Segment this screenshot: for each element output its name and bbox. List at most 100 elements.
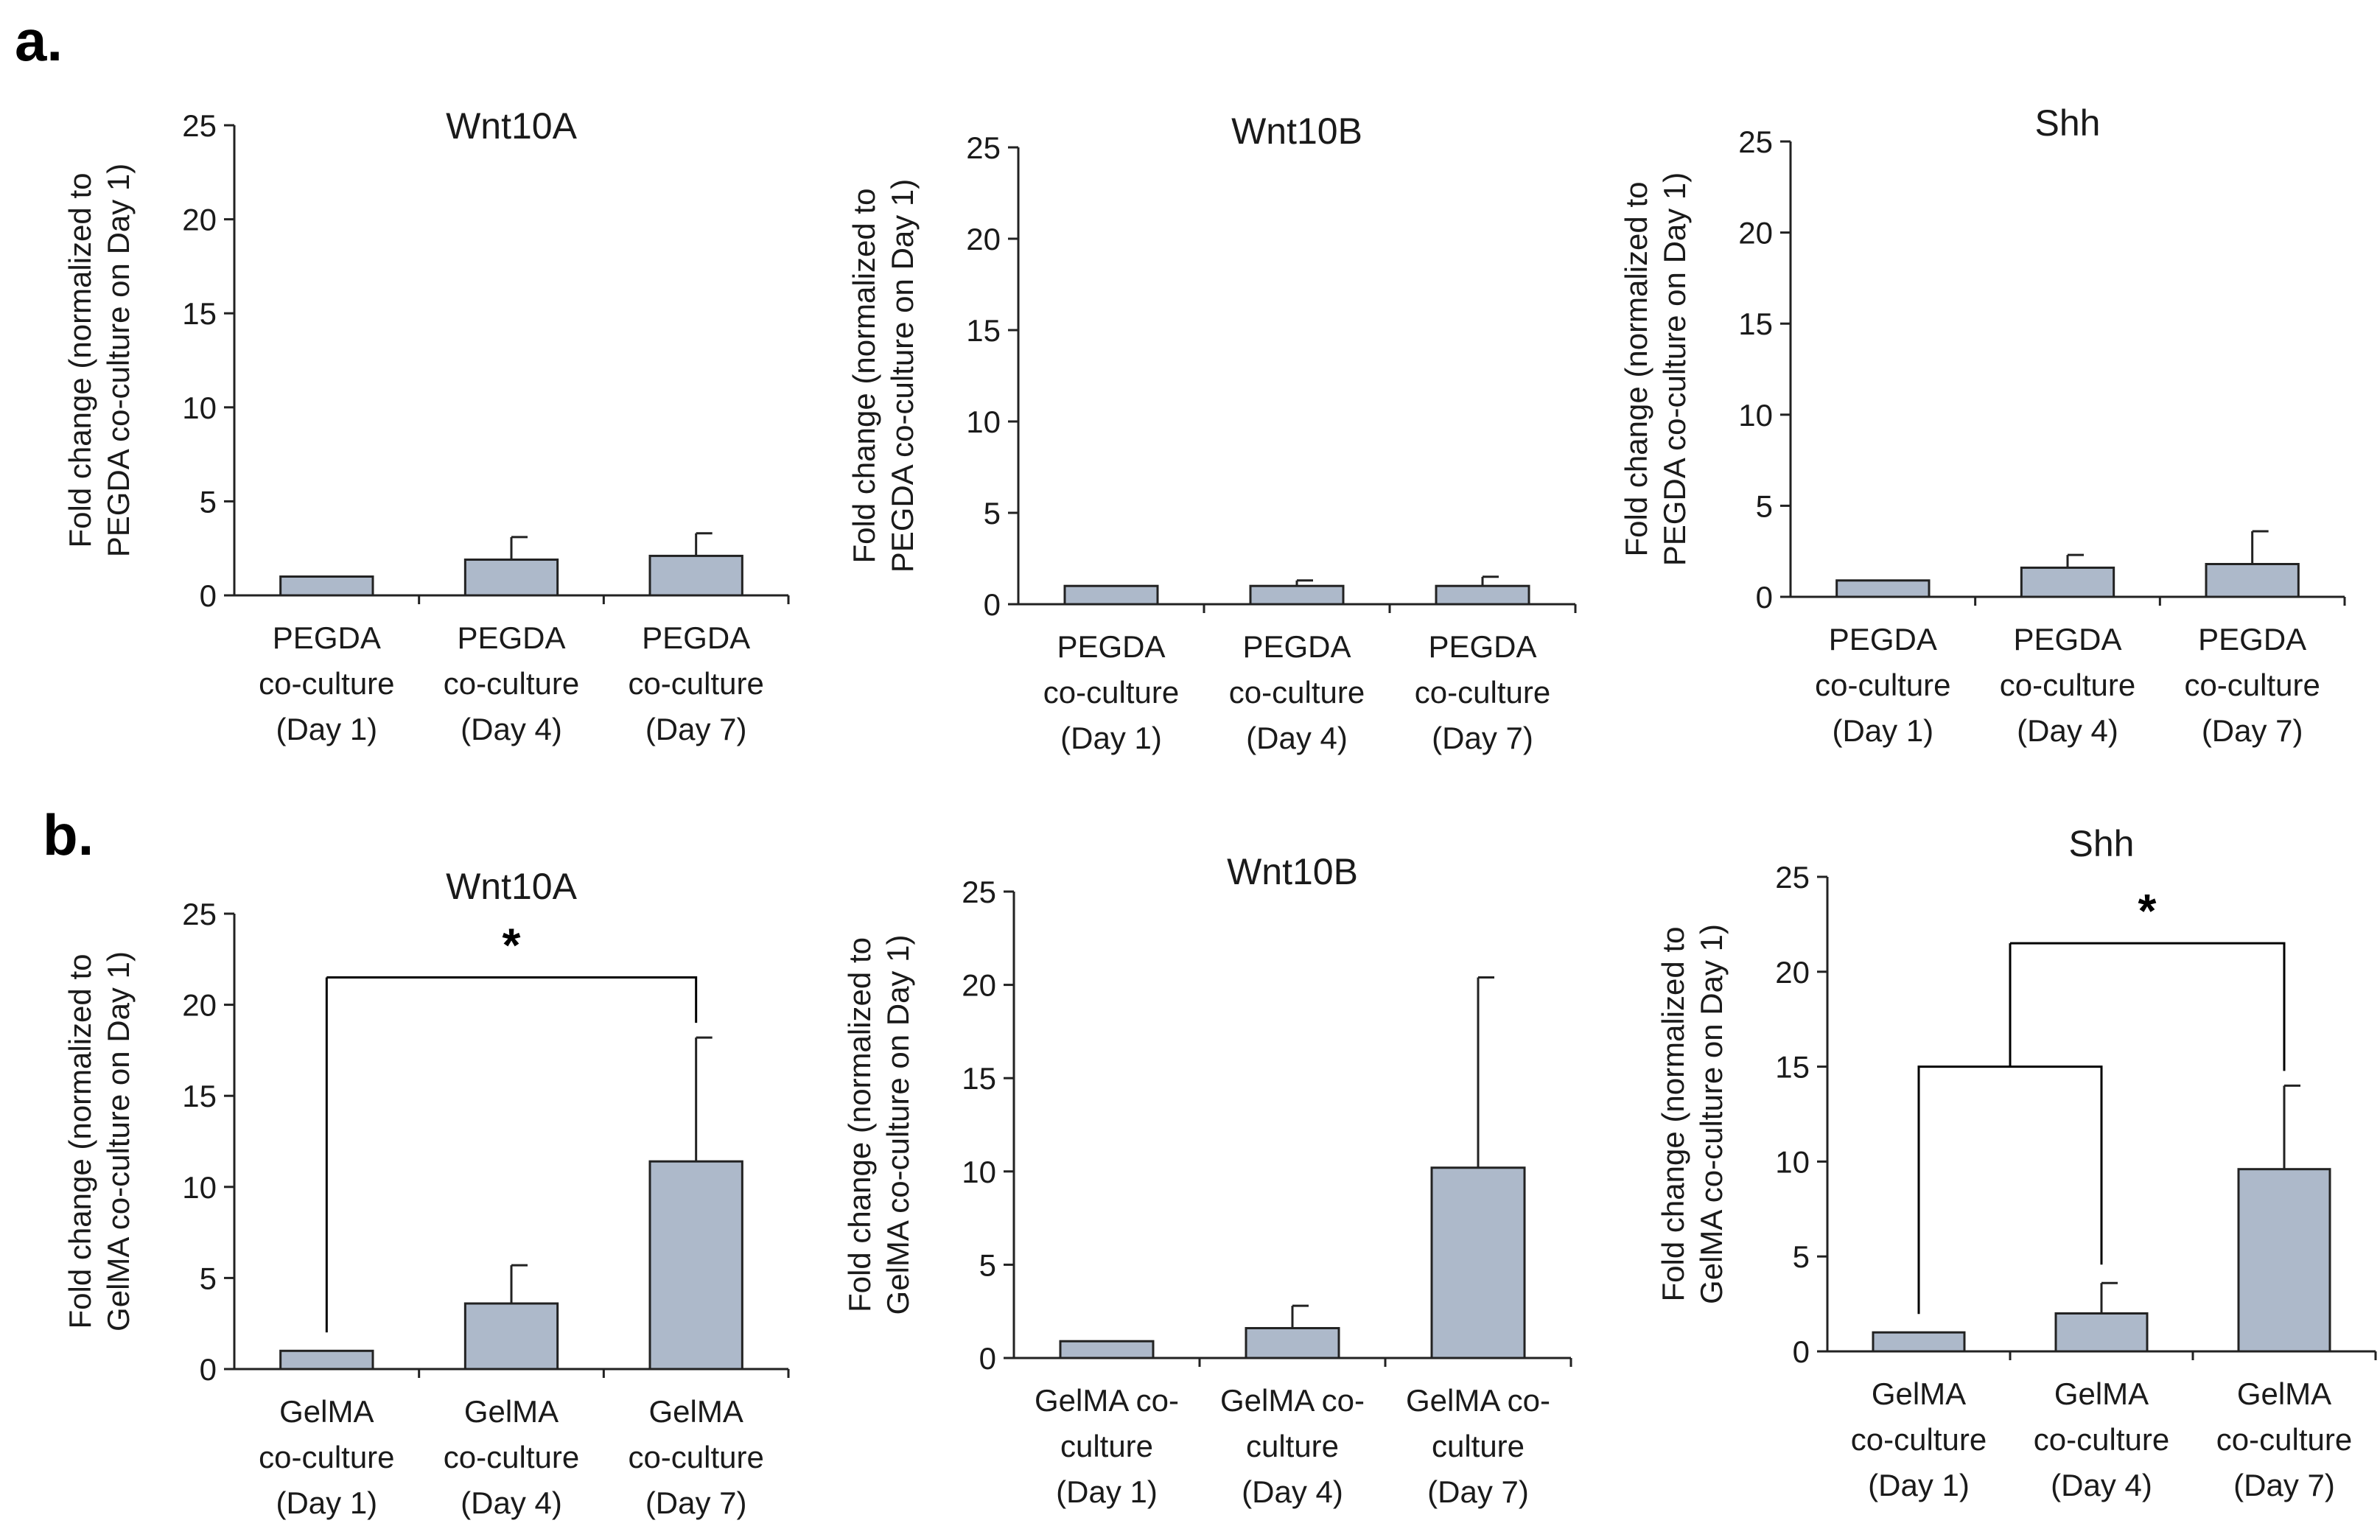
category-label: GelMA <box>2054 1376 2149 1411</box>
bar-3[interactable] <box>648 554 743 597</box>
category-label: (Day 7) <box>2233 1468 2335 1502</box>
y-tick-label: 0 <box>200 1352 217 1387</box>
chart-title: Shh <box>2069 823 2135 864</box>
y-tick-label: 5 <box>979 1247 996 1282</box>
category-label: culture <box>1246 1429 1339 1463</box>
category-label: GelMA co- <box>1035 1383 1179 1418</box>
y-axis-label-line: PEGDA co-culture on Day 1) <box>885 179 920 573</box>
category-label: (Day 7) <box>2202 713 2303 748</box>
chart-b-wnt10a: Wnt10A Fold change (normalized to GelMA co… <box>63 866 790 1520</box>
y-tick-label: 10 <box>182 391 217 425</box>
y-tick-label: 25 <box>182 897 217 931</box>
category-label: co-culture <box>259 1440 394 1474</box>
bar-2[interactable] <box>2054 1312 2149 1353</box>
category-label: GelMA <box>464 1394 559 1429</box>
chart-title: Wnt10B <box>1227 851 1358 892</box>
y-axis-label-line: GelMA co-culture on Day 1) <box>881 935 915 1315</box>
bar-1[interactable] <box>1063 584 1159 606</box>
bar-3[interactable] <box>2205 563 2300 598</box>
chart-title: Wnt10A <box>446 105 578 147</box>
chart-title: Wnt10B <box>1231 111 1362 152</box>
category-label: GelMA <box>648 1394 743 1429</box>
y-tick-label: 10 <box>1738 398 1773 433</box>
significance-bracket <box>2010 942 2286 1071</box>
y-axis-label: Fold change (normalized to GelMA co-cultu… <box>1656 924 1729 1304</box>
category-label: co-culture <box>1415 675 1550 710</box>
y-tick-label: 5 <box>984 496 1001 531</box>
category-label: co-culture <box>628 666 763 701</box>
y-axis-label-line: Fold change (normalized to <box>847 189 881 564</box>
y-tick-label: 20 <box>1775 955 1810 990</box>
significance-star: * <box>2138 884 2157 937</box>
category-label: co-culture <box>628 1440 763 1474</box>
category-label: co-culture <box>2000 668 2135 702</box>
category-label: (Day 1) <box>1868 1468 1970 1502</box>
bar-2[interactable] <box>2020 566 2115 598</box>
category-label: (Day 7) <box>645 712 747 746</box>
bar-3[interactable] <box>2237 1168 2331 1353</box>
y-tick-label: 20 <box>962 968 996 1003</box>
bar-1[interactable] <box>279 1349 374 1371</box>
category-label: (Day 4) <box>1246 721 1348 755</box>
y-axis-label: Fold change (normalized to PEGDA co-cultu… <box>847 179 920 573</box>
category-label: GelMA co- <box>1406 1383 1550 1418</box>
chart-b-shh: Shh Fold change (normalized to GelMA co-cu… <box>1656 823 2377 1502</box>
y-tick-label: 25 <box>962 875 996 909</box>
y-tick-label: 10 <box>962 1155 996 1189</box>
category-label: (Day 1) <box>276 1485 377 1520</box>
category-label: (Day 1) <box>276 712 377 746</box>
chart-a-wnt10b: Wnt10B Fold change (normalized to PEGDA co… <box>847 111 1577 755</box>
bar-1[interactable] <box>1835 579 1931 598</box>
category-label: (Day 4) <box>1242 1474 1343 1509</box>
bar-1[interactable] <box>279 575 374 597</box>
category-label: co-culture <box>1043 675 1179 710</box>
category-label: (Day 1) <box>1832 713 1933 748</box>
bar-3[interactable] <box>1435 584 1530 606</box>
chart-title: Shh <box>2035 102 2101 144</box>
bar-3[interactable] <box>1430 1166 1526 1359</box>
y-axis-label-line: PEGDA co-culture on Day 1) <box>101 164 136 558</box>
y-tick-label: 15 <box>966 313 1001 348</box>
category-label: PEGDA <box>2198 622 2306 657</box>
bar-2[interactable] <box>1245 1326 1340 1359</box>
y-tick-label: 0 <box>1793 1334 1810 1369</box>
bar-2[interactable] <box>463 1302 559 1371</box>
y-tick-label: 5 <box>1793 1239 1810 1274</box>
y-tick-label: 0 <box>979 1341 996 1376</box>
category-label: PEGDA <box>457 620 565 655</box>
bar-1[interactable] <box>1059 1340 1155 1359</box>
category-label: co-culture <box>1229 675 1365 710</box>
y-tick-label: 25 <box>1775 860 1810 895</box>
y-tick-label: 5 <box>1756 489 1773 523</box>
panel-label-a: a. <box>15 8 63 73</box>
category-label: GelMA <box>2237 1376 2331 1411</box>
category-label: co-culture <box>444 1440 579 1474</box>
y-tick-label: 15 <box>962 1061 996 1096</box>
bar-1[interactable] <box>1872 1331 1966 1353</box>
category-label: (Day 7) <box>645 1485 747 1520</box>
y-tick-label: 10 <box>966 405 1001 439</box>
chart-title: Wnt10A <box>446 866 578 907</box>
significance-inner-bracket <box>1917 1065 2103 1315</box>
y-tick-label: 15 <box>182 296 217 331</box>
y-tick-label: 20 <box>182 988 217 1023</box>
y-tick-label: 15 <box>1775 1050 1810 1085</box>
category-label: co-culture <box>2034 1422 2169 1457</box>
category-label: co-culture <box>2184 668 2320 702</box>
bar-3[interactable] <box>648 1160 743 1371</box>
y-tick-label: 20 <box>1738 216 1773 251</box>
category-label: (Day 1) <box>1056 1474 1158 1509</box>
y-tick-label: 5 <box>200 484 217 519</box>
bar-2[interactable] <box>463 559 559 597</box>
bar-2[interactable] <box>1249 584 1345 606</box>
category-label: co-culture <box>1851 1422 1987 1457</box>
y-tick-label: 10 <box>182 1170 217 1205</box>
y-axis-label-line: GelMA co-culture on Day 1) <box>1694 924 1729 1304</box>
category-label: PEGDA <box>273 620 381 655</box>
y-axis-label-line: Fold change (normalized to <box>63 954 97 1329</box>
